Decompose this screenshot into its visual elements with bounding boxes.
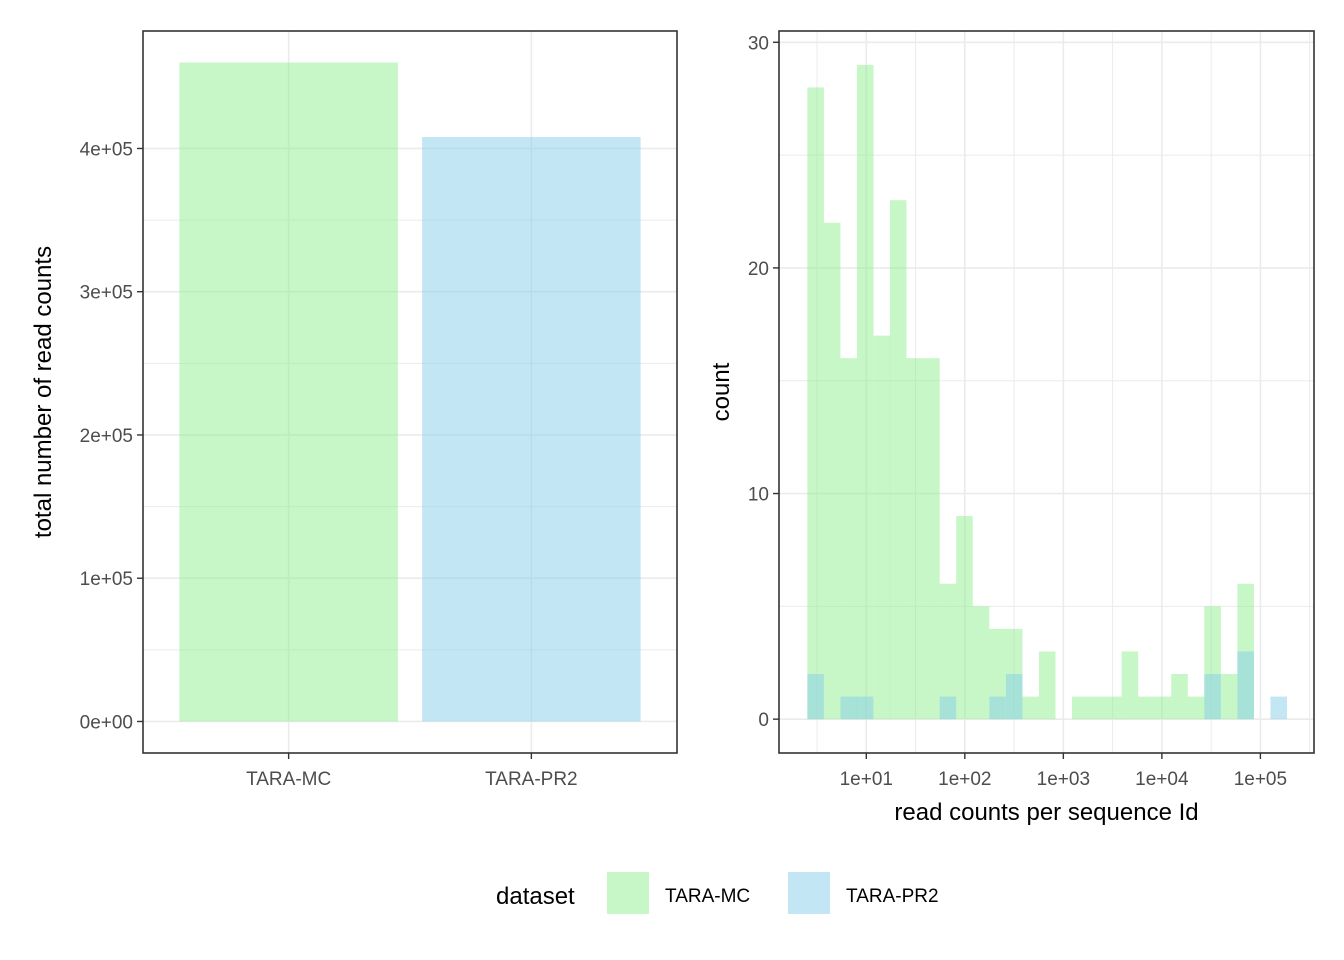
hist-bar-tara-pr2 [989,696,1006,720]
hist-bar-tara-mc [1088,696,1106,720]
hist-bar-tara-mc [1022,696,1039,720]
legend-label-tara-mc: TARA-MC [665,886,750,907]
y-tick-label: 30 [748,33,769,54]
hist-bar-tara-mc [1121,651,1139,720]
legend: dataset TARA-MC TARA-PR2 [496,872,939,914]
x-tick-label: 1e+02 [938,769,991,790]
y-axis-title: count [708,362,735,421]
hist-bar-tara-mc [1072,696,1089,720]
hist-bar-tara-mc [939,583,957,720]
x-tick-label: 1e+05 [1234,769,1287,790]
panel-border [142,30,678,754]
y-axis-title: total number of read counts [30,246,57,538]
hist-bar-tara-mc [923,358,940,720]
bar-tara-mc [179,62,398,722]
hist-bar-tara-mc [807,87,824,720]
panel-border [778,30,1315,754]
hist-bar-tara-mc [972,606,990,720]
hist-bar-tara-pr2 [856,696,874,720]
y-tick-label: 2e+05 [80,426,133,447]
hist-bar-tara-mc [906,358,924,720]
hist-bar-tara-pr2 [1204,674,1221,720]
hist-bar-tara-mc [856,64,874,720]
hist-bar-tara-pr2 [1005,674,1023,720]
hist-bar-tara-mc [823,222,841,720]
x-tick-label: 1e+04 [1135,769,1189,790]
hist-bar-tara-pr2 [939,696,957,720]
hist-bar-tara-pr2 [840,696,857,720]
hist-bar-tara-mc [873,335,891,720]
histogram-panel: 0 10 20 30 1e+01 1e+02 1e+03 1e+04 1e+05 read cou… [708,30,1315,826]
hist-bar-tara-mc [1154,696,1172,720]
hist-bar-tara-mc [889,200,907,720]
legend-key-tara-pr2 [788,872,830,914]
y-tick-label: 0e+00 [80,712,133,733]
hist-bar-tara-mc [1220,674,1238,720]
hist-bar-tara-mc [1038,651,1056,720]
hist-bar-tara-pr2 [1270,696,1288,720]
hist-bar-tara-mc [1138,696,1155,720]
x-tick-label: 1e+03 [1037,769,1090,790]
x-axis-title: read counts per sequence Id [894,799,1198,826]
y-tick-label: 3e+05 [80,283,133,304]
hist-bar-tara-mc [840,358,857,720]
hist-bar-tara-pr2 [807,674,824,720]
x-tick-label: TARA-MC [246,769,331,790]
y-tick-label: 20 [748,259,769,280]
legend-label-tara-pr2: TARA-PR2 [846,886,939,907]
hist-bar-tara-mc [1105,696,1122,720]
x-tick-label: TARA-PR2 [485,769,578,790]
hist-bar-tara-mc [956,516,973,720]
bar-tara-pr2 [422,137,641,722]
bar-chart-panel: 0e+00 1e+05 2e+05 3e+05 4e+05 TARA-MC TARA-PR2… [30,30,678,790]
legend-key-tara-mc [607,872,649,914]
y-tick-label: 4e+05 [80,139,133,160]
hist-bar-tara-mc [1171,674,1188,720]
hist-bar-tara-pr2 [1237,651,1254,720]
legend-title: dataset [496,883,575,910]
hist-bar-tara-mc [1187,696,1205,720]
y-tick-label: 10 [748,485,769,506]
x-tick-label: 1e+01 [840,769,893,790]
y-tick-label: 0 [758,710,769,731]
y-tick-label: 1e+05 [80,569,133,590]
